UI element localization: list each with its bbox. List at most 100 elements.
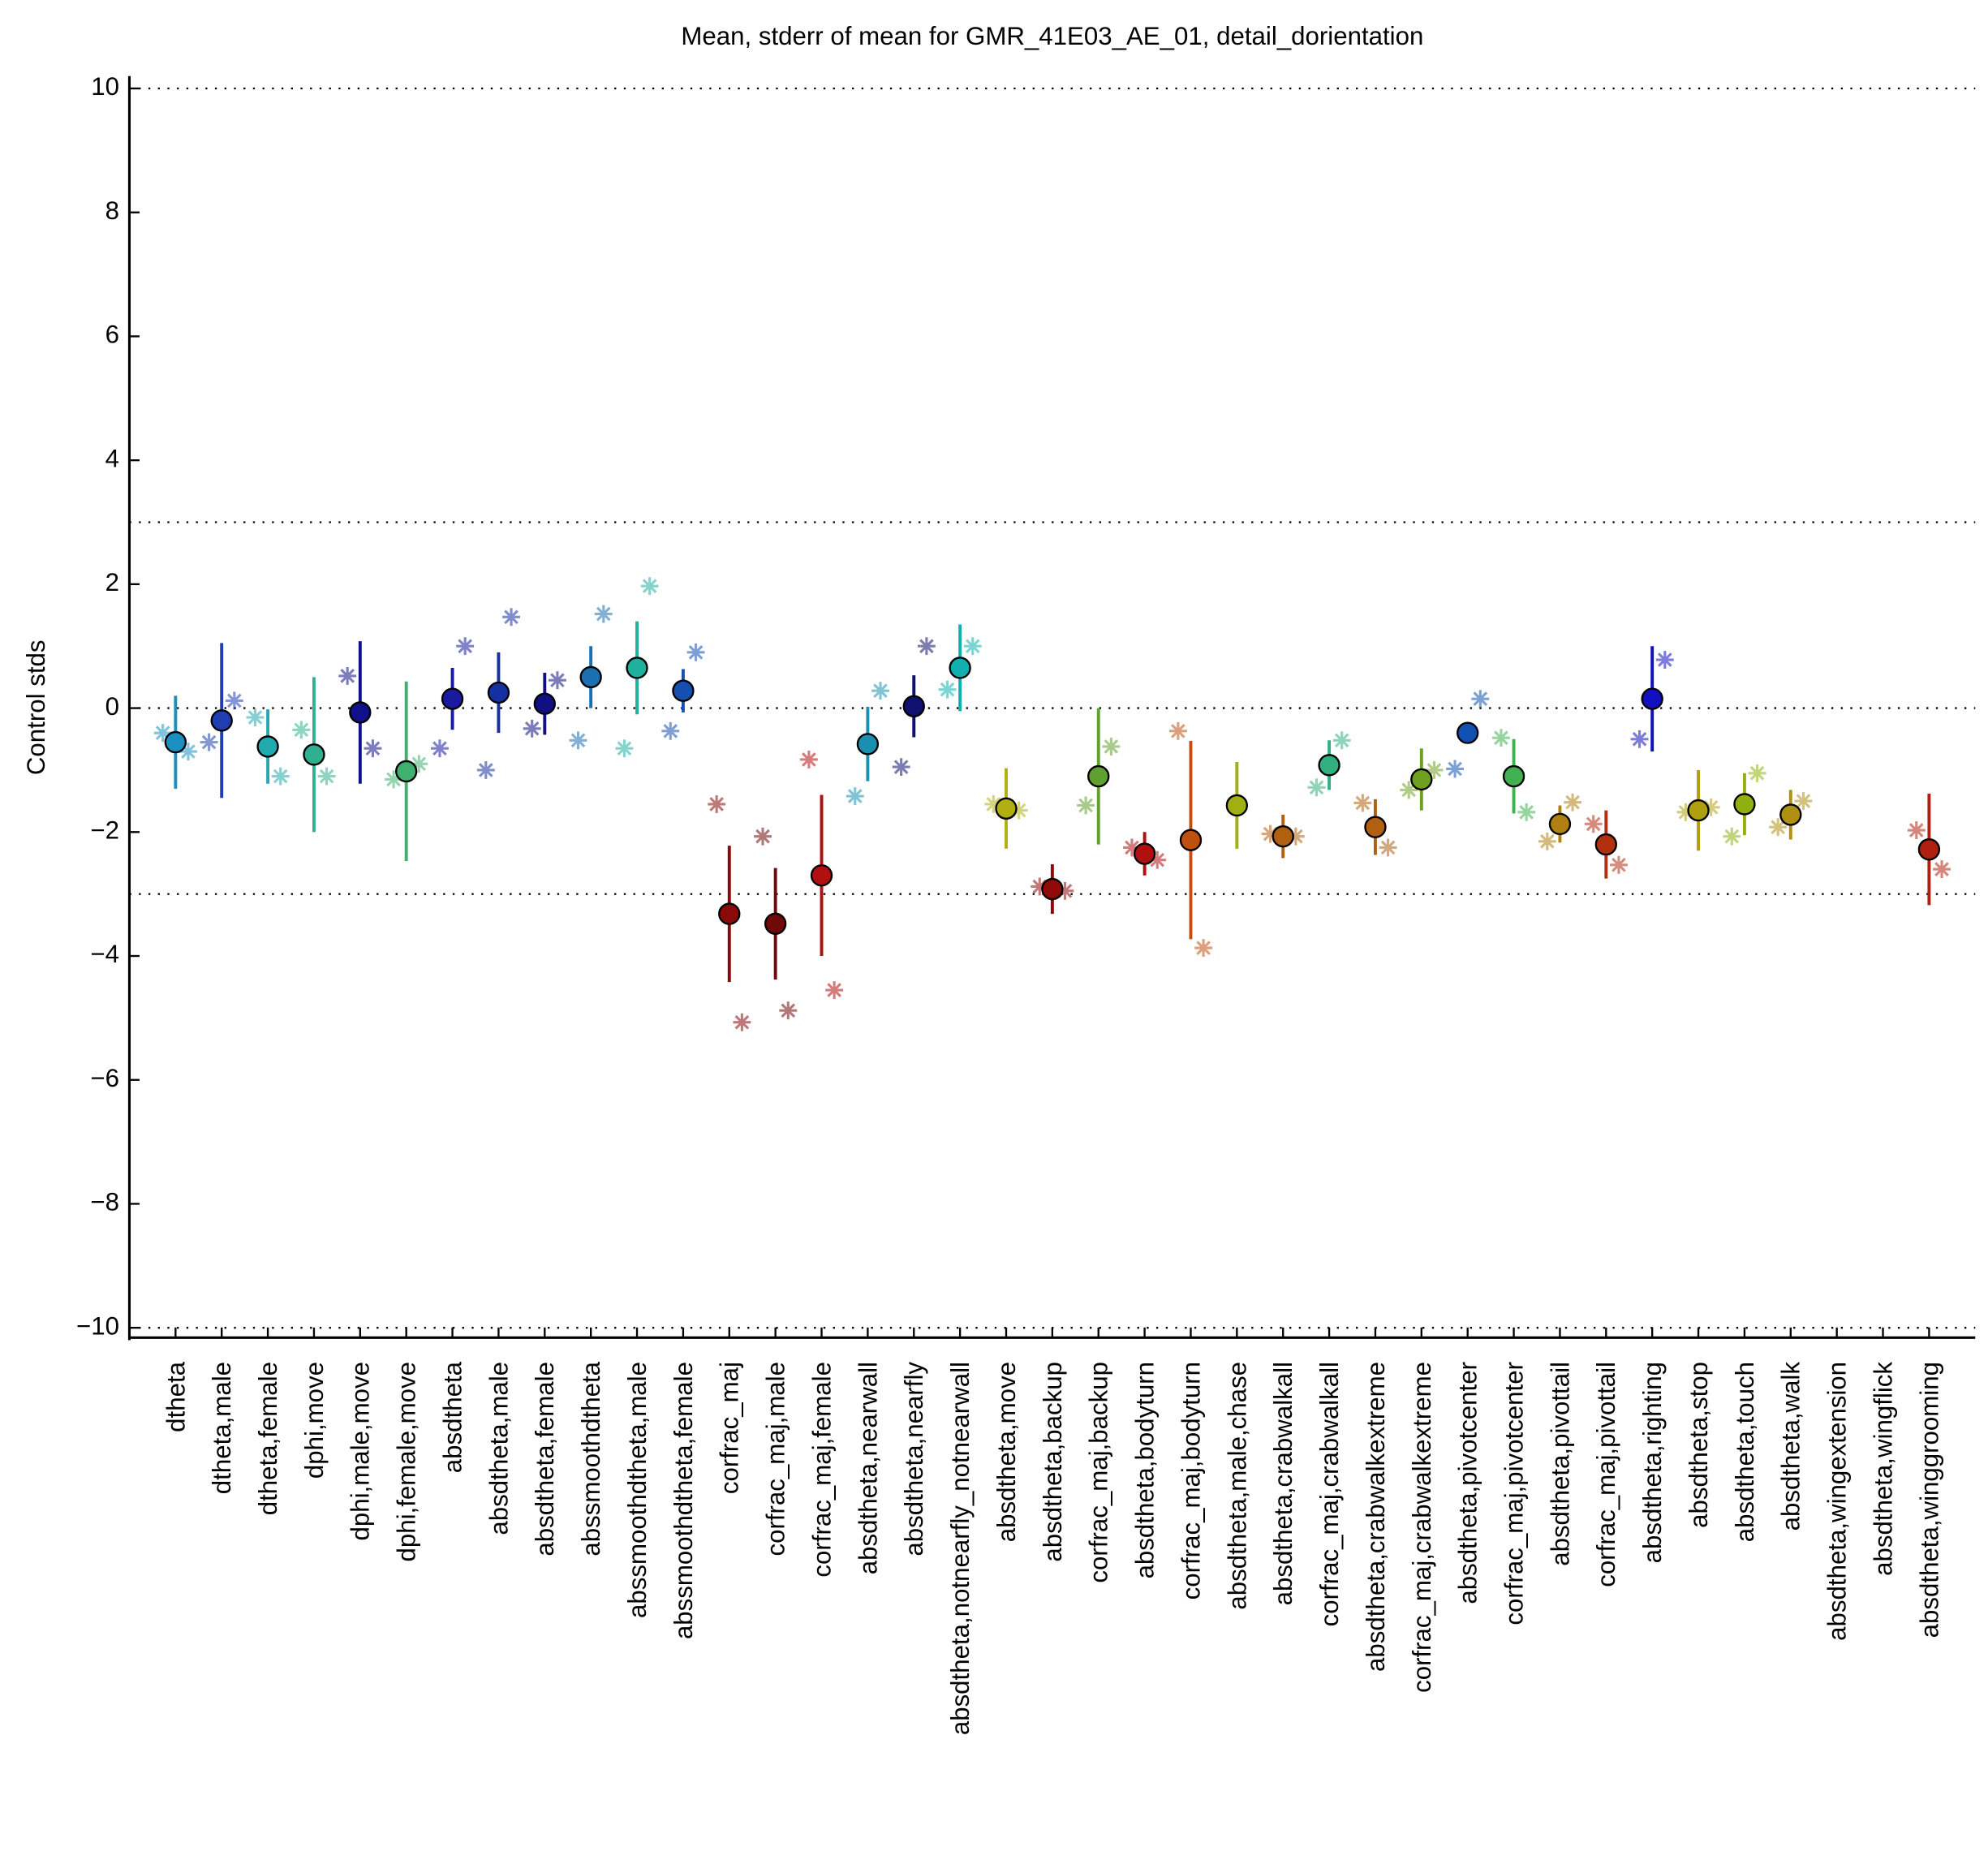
mean-marker — [856, 733, 880, 756]
asterisk-marker — [200, 733, 218, 751]
mean-marker — [1087, 764, 1110, 788]
y-tick-label: 8 — [105, 196, 119, 225]
x-tick-label: abssmoothdtheta,male — [623, 1362, 652, 1618]
x-tick-label: absdtheta,male,chase — [1223, 1362, 1251, 1610]
mean-marker — [303, 743, 325, 766]
asterisk-marker — [1655, 651, 1674, 669]
mean-marker — [1179, 829, 1203, 851]
asterisk-marker — [1564, 793, 1582, 812]
asterisk-marker — [364, 739, 382, 758]
x-tick-label: absdtheta,wingextension — [1823, 1362, 1852, 1641]
mean-marker — [1318, 754, 1340, 777]
mean-marker — [1917, 838, 1941, 861]
asterisk-marker — [1933, 860, 1951, 879]
x-tick-label: absdtheta,crabwalkall — [1269, 1362, 1297, 1605]
asterisk-marker — [1584, 815, 1603, 833]
mean-marker — [1457, 721, 1479, 744]
mean-marker — [1225, 794, 1249, 817]
x-tick-label: absdtheta,touch — [1731, 1362, 1759, 1542]
asterisk-marker — [917, 637, 936, 656]
y-tick-label: −6 — [90, 1064, 119, 1092]
asterisk-marker — [1286, 827, 1305, 846]
asterisk-marker — [1009, 801, 1028, 820]
asterisk-marker — [385, 770, 402, 789]
mean-marker — [810, 864, 833, 887]
asterisk-marker — [1446, 760, 1465, 778]
asterisk-marker — [502, 608, 520, 626]
mean-marker — [210, 709, 233, 732]
asterisk-marker — [1307, 778, 1326, 797]
asterisk-marker — [1077, 796, 1095, 815]
chart-title: Mean, stderr of mean for GMR_41E03_AE_01… — [681, 22, 1423, 50]
asterisk-marker — [317, 767, 336, 786]
x-tick-label: absdtheta,notnearfly_notnearwall — [946, 1362, 975, 1735]
asterisk-marker — [179, 743, 197, 760]
asterisk-marker — [1676, 803, 1695, 821]
x-tick-label: absdtheta,winggrooming — [1915, 1362, 1943, 1638]
asterisk-marker — [1123, 838, 1141, 857]
x-tick-label: absdtheta,female — [531, 1362, 559, 1556]
asterisk-marker — [225, 691, 243, 710]
asterisk-marker — [153, 724, 172, 743]
asterisk-marker — [708, 795, 726, 813]
x-tick-label: abssmoothdtheta — [577, 1361, 605, 1556]
x-tick-label: corfrac_maj,female — [807, 1362, 836, 1578]
x-tick-label: corfrac_maj,crabwalkextreme — [1408, 1362, 1436, 1693]
asterisk-marker — [456, 637, 475, 656]
mean-marker — [718, 902, 741, 925]
mean-marker — [1502, 764, 1525, 788]
x-tick-label: dphi,move — [300, 1362, 329, 1479]
asterisk-marker — [1425, 761, 1444, 779]
x-tick-label: corfrac_maj — [716, 1362, 744, 1494]
x-tick-label: absdtheta — [438, 1361, 467, 1473]
asterisk-marker — [754, 827, 772, 846]
x-tick-label: absdtheta,walk — [1777, 1362, 1805, 1531]
asterisk-marker — [569, 731, 587, 750]
asterisk-marker — [661, 721, 680, 740]
mean-marker — [1594, 833, 1617, 856]
mean-marker — [395, 760, 418, 783]
y-tick-label: −4 — [90, 940, 119, 968]
x-tick-label: absdtheta,crabwalkextreme — [1362, 1362, 1390, 1672]
x-tick-label: corfrac_maj,crabwalkall — [1315, 1362, 1344, 1626]
asterisk-marker — [615, 739, 634, 758]
asterisk-marker — [1517, 803, 1536, 821]
mean-marker — [1041, 877, 1064, 901]
asterisk-marker — [548, 671, 566, 690]
asterisk-marker — [1148, 850, 1167, 869]
asterisk-marker — [1492, 729, 1510, 747]
x-tick-label: dtheta,female — [254, 1362, 282, 1515]
asterisk-marker — [1261, 825, 1280, 843]
x-tick-label: absdtheta,move — [992, 1362, 1021, 1542]
asterisk-marker — [338, 666, 357, 685]
x-tick-label: absdtheta,pivottail — [1546, 1362, 1574, 1566]
mean-marker — [995, 797, 1018, 820]
asterisk-marker — [1194, 939, 1213, 958]
x-tick-label: absdtheta,wingflick — [1869, 1362, 1897, 1576]
asterisk-marker — [640, 577, 659, 596]
asterisk-marker — [1723, 827, 1741, 846]
mean-marker — [764, 912, 787, 935]
asterisk-marker — [1769, 818, 1788, 837]
x-tick-label: absdtheta,pivotcenter — [1454, 1362, 1482, 1604]
y-tick-label: 2 — [105, 568, 119, 596]
mean-marker — [441, 687, 464, 710]
x-tick-label: abssmoothdtheta,female — [669, 1362, 698, 1639]
y-tick-label: 6 — [105, 321, 119, 349]
x-tick-label: corfrac_maj,male — [762, 1362, 790, 1556]
mean-marker — [533, 692, 556, 715]
asterisk-marker — [1400, 781, 1418, 799]
asterisk-marker — [1102, 737, 1121, 756]
x-tick-label: absdtheta,nearfly — [900, 1362, 928, 1556]
asterisk-marker — [1610, 855, 1628, 874]
x-tick-label: dphi,female,move — [393, 1362, 421, 1562]
x-tick-label: absdtheta,backup — [1039, 1362, 1067, 1562]
mean-marker — [164, 730, 187, 754]
mean-marker — [349, 701, 372, 724]
asterisk-marker — [1056, 881, 1074, 900]
x-tick-label: dtheta — [161, 1361, 190, 1432]
asterisk-marker — [1702, 798, 1720, 816]
mean-marker — [626, 657, 648, 679]
x-tick-label: absdtheta,male — [484, 1362, 513, 1535]
